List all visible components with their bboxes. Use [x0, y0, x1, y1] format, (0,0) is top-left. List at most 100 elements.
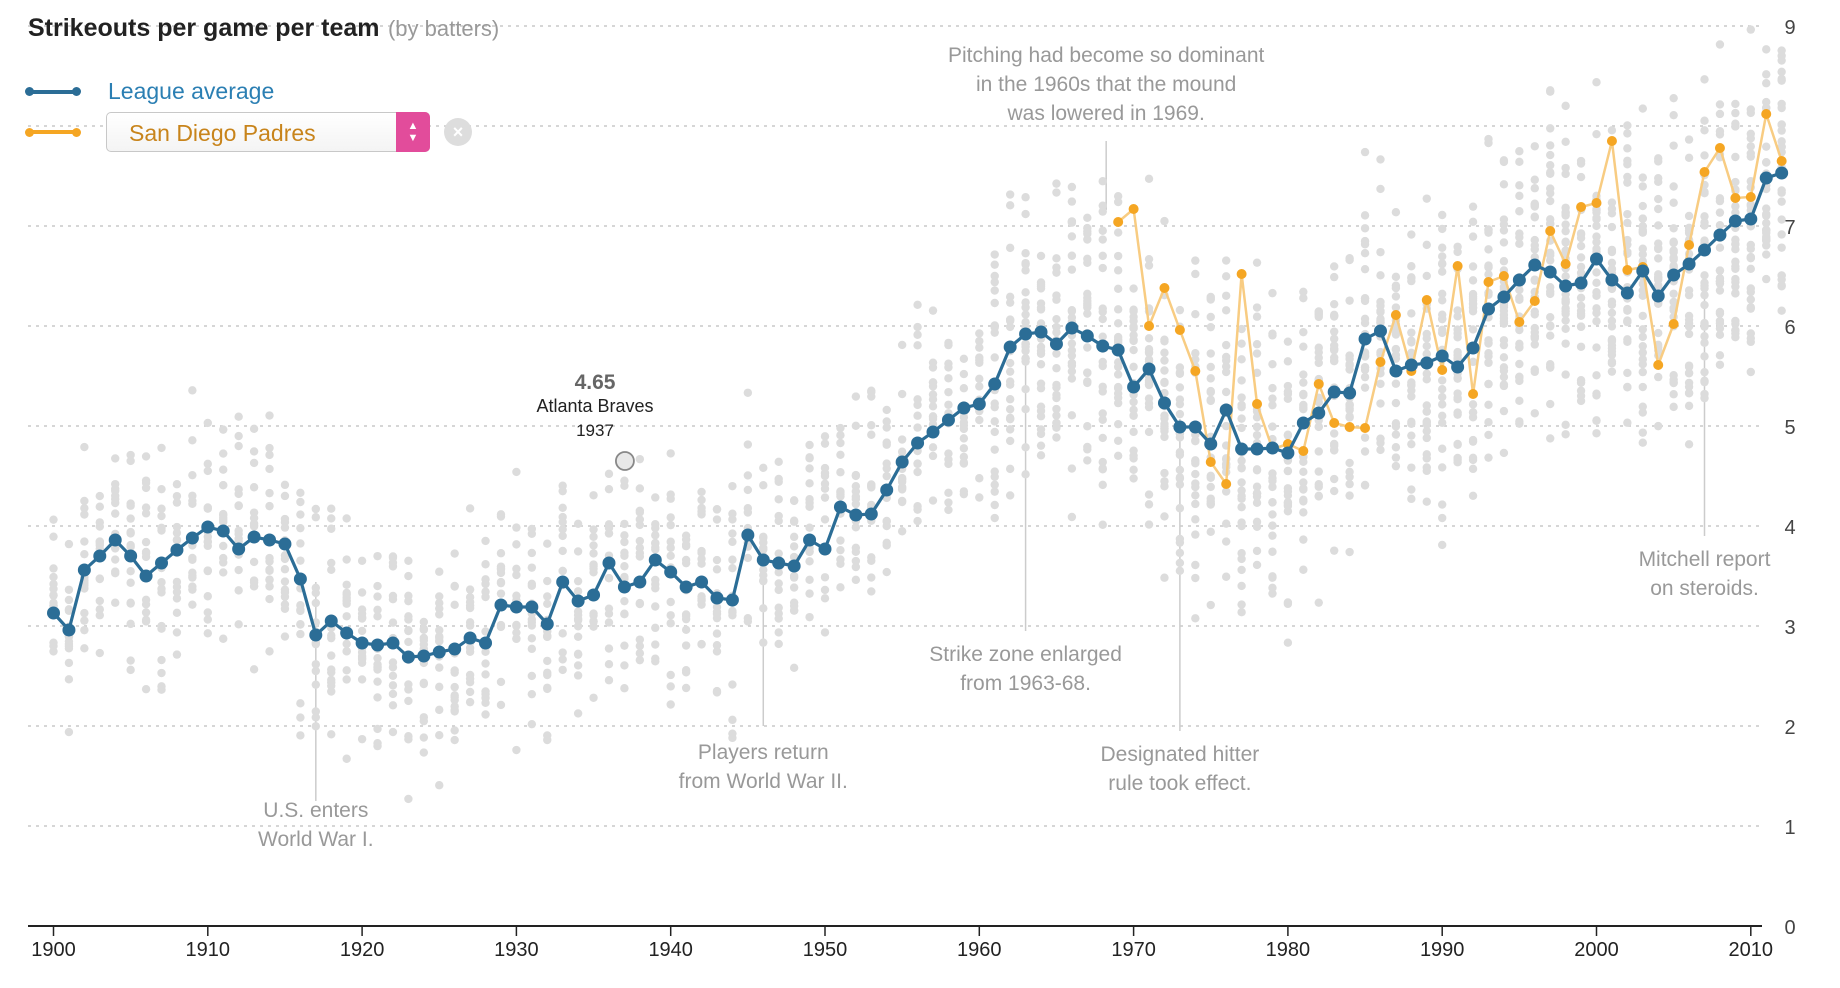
- scatter-point[interactable]: [820, 493, 830, 502]
- scatter-point[interactable]: [172, 628, 182, 637]
- scatter-point[interactable]: [944, 359, 953, 368]
- scatter-point[interactable]: [1638, 428, 1647, 437]
- scatter-point[interactable]: [1731, 99, 1740, 109]
- scatter-point[interactable]: [1299, 287, 1308, 297]
- scatter-point[interactable]: [126, 456, 135, 466]
- scatter-point[interactable]: [1715, 351, 1725, 360]
- scatter-point[interactable]: [1746, 142, 1756, 151]
- scatter-point[interactable]: [728, 733, 737, 743]
- scatter-point[interactable]: [1684, 329, 1694, 339]
- scatter-point[interactable]: [1175, 474, 1185, 483]
- scatter-point[interactable]: [1160, 573, 1169, 582]
- scatter-point[interactable]: [1391, 453, 1401, 462]
- scatter-point[interactable]: [1391, 419, 1401, 428]
- scatter-point[interactable]: [1144, 402, 1154, 412]
- scatter-point[interactable]: [1252, 498, 1262, 508]
- scatter-point[interactable]: [527, 644, 537, 654]
- scatter-point[interactable]: [1345, 255, 1354, 265]
- scatter-point[interactable]: [1067, 367, 1077, 376]
- scatter-point[interactable]: [1191, 530, 1200, 539]
- scatter-point[interactable]: [311, 504, 321, 514]
- league-point[interactable]: [1327, 385, 1341, 399]
- scatter-point[interactable]: [435, 781, 444, 790]
- scatter-point[interactable]: [1762, 45, 1771, 54]
- scatter-point[interactable]: [1546, 150, 1555, 160]
- scatter-point[interactable]: [1005, 190, 1015, 199]
- scatter-point[interactable]: [573, 671, 583, 680]
- scatter-point[interactable]: [188, 491, 197, 500]
- scatter-point[interactable]: [897, 475, 907, 484]
- scatter-point[interactable]: [1175, 383, 1185, 392]
- scatter-point[interactable]: [1329, 346, 1339, 355]
- scatter-point[interactable]: [1098, 387, 1107, 396]
- league-point[interactable]: [1296, 416, 1310, 430]
- scatter-point[interactable]: [249, 447, 259, 456]
- scatter-point[interactable]: [990, 353, 999, 362]
- scatter-point[interactable]: [1638, 402, 1647, 411]
- scatter-point[interactable]: [357, 588, 367, 597]
- team-point[interactable]: [1529, 296, 1540, 306]
- scatter-point[interactable]: [1731, 282, 1740, 291]
- scatter-point[interactable]: [1098, 177, 1107, 186]
- scatter-point[interactable]: [296, 620, 305, 629]
- scatter-point[interactable]: [805, 440, 814, 450]
- league-point[interactable]: [278, 537, 292, 551]
- team-point[interactable]: [1221, 479, 1232, 489]
- scatter-point[interactable]: [1175, 504, 1185, 513]
- scatter-point[interactable]: [1607, 316, 1617, 326]
- scatter-point[interactable]: [1345, 412, 1354, 421]
- scatter-point[interactable]: [1453, 389, 1462, 398]
- scatter-point[interactable]: [1221, 306, 1231, 315]
- scatter-point[interactable]: [573, 649, 583, 659]
- scatter-point[interactable]: [543, 632, 552, 642]
- scatter-point[interactable]: [1700, 338, 1709, 347]
- scatter-point[interactable]: [496, 565, 506, 574]
- scatter-point[interactable]: [141, 595, 151, 605]
- team-point[interactable]: [1606, 136, 1617, 146]
- scatter-point[interactable]: [1113, 228, 1123, 237]
- scatter-point[interactable]: [311, 513, 321, 522]
- scatter-point[interactable]: [172, 491, 182, 501]
- scatter-point[interactable]: [1052, 411, 1061, 420]
- scatter-point[interactable]: [589, 525, 598, 534]
- scatter-point[interactable]: [1407, 262, 1416, 271]
- league-point[interactable]: [1111, 343, 1125, 357]
- scatter-point[interactable]: [805, 479, 814, 488]
- scatter-point[interactable]: [543, 684, 552, 694]
- scatter-point[interactable]: [1252, 560, 1262, 570]
- scatter-point[interactable]: [1515, 295, 1524, 305]
- scatter-point[interactable]: [836, 450, 845, 459]
- scatter-point[interactable]: [681, 666, 691, 675]
- scatter-point[interactable]: [573, 709, 583, 718]
- scatter-point[interactable]: [1407, 494, 1416, 504]
- team-point[interactable]: [1236, 269, 1247, 279]
- scatter-point[interactable]: [527, 689, 537, 699]
- scatter-point[interactable]: [126, 567, 135, 576]
- scatter-point[interactable]: [1576, 253, 1586, 262]
- scatter-point[interactable]: [1715, 194, 1725, 203]
- scatter-point[interactable]: [1129, 465, 1138, 475]
- scatter-point[interactable]: [49, 591, 58, 600]
- scatter-point[interactable]: [1715, 316, 1725, 326]
- scatter-point[interactable]: [1561, 420, 1570, 430]
- scatter-point[interactable]: [681, 535, 691, 544]
- scatter-point[interactable]: [327, 504, 336, 513]
- scatter-point[interactable]: [111, 598, 120, 607]
- scatter-point[interactable]: [126, 598, 135, 607]
- scatter-point[interactable]: [1221, 340, 1231, 350]
- scatter-point[interactable]: [1391, 303, 1401, 312]
- scatter-point[interactable]: [1268, 329, 1277, 338]
- scatter-point[interactable]: [527, 524, 537, 534]
- scatter-point[interactable]: [990, 298, 999, 308]
- scatter-point[interactable]: [1299, 467, 1308, 477]
- scatter-point[interactable]: [1576, 230, 1586, 239]
- scatter-point[interactable]: [296, 731, 305, 740]
- scatter-point[interactable]: [1129, 446, 1138, 455]
- scatter-point[interactable]: [1777, 46, 1786, 55]
- scatter-point[interactable]: [1067, 218, 1077, 227]
- scatter-point[interactable]: [1252, 522, 1262, 531]
- scatter-point[interactable]: [126, 514, 135, 523]
- scatter-point[interactable]: [1422, 341, 1431, 351]
- scatter-point[interactable]: [1422, 497, 1431, 506]
- scatter-point[interactable]: [1561, 208, 1570, 218]
